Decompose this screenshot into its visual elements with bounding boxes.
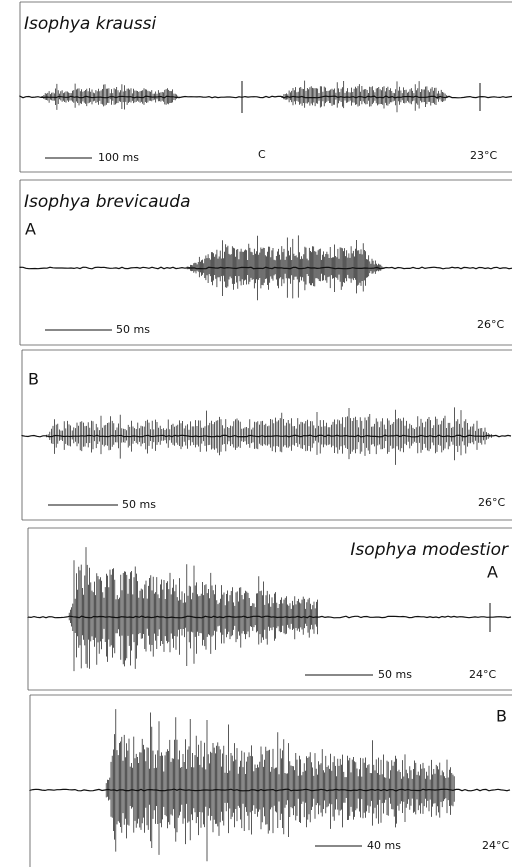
temperature: 26°C [477, 318, 504, 331]
waveform [29, 788, 511, 792]
panel-label: A [487, 563, 498, 582]
panel: B 50 ms 26°C [21, 349, 512, 521]
waveform [27, 615, 512, 619]
waveform [46, 407, 495, 465]
panel-label: A [25, 220, 36, 239]
panel-frame [29, 694, 512, 867]
scale-label: 100 ms [98, 151, 139, 164]
scale-label: 50 ms [116, 323, 150, 336]
waveform [68, 547, 318, 672]
panel-frame [19, 1, 512, 173]
panel-frame [19, 179, 512, 346]
mark: C [258, 148, 266, 161]
waveform [19, 95, 513, 99]
species-title: Isophya kraussi [24, 14, 156, 34]
temperature: 23°C [470, 149, 497, 162]
panel: B 40 ms 24°C [29, 694, 512, 867]
temperature: 24°C [469, 668, 496, 681]
species-title: Isophya modestior [350, 540, 509, 560]
panel-frame [27, 527, 512, 691]
panel: Isophya modestior A 50 ms 24°C [27, 527, 512, 691]
species-title: Isophya brevicauda [24, 192, 191, 212]
temperature: 24°C [482, 839, 509, 852]
waveform [280, 80, 450, 113]
waveform [40, 83, 180, 110]
scale-label: 50 ms [378, 668, 412, 681]
panel: Isophya brevicauda A 50 ms 26°C [19, 179, 512, 346]
waveform [105, 709, 455, 862]
panel: Isophya kraussi C 100 ms 23°C [19, 1, 512, 173]
waveform [185, 235, 385, 301]
scale-label: 40 ms [367, 839, 401, 852]
temperature: 26°C [478, 496, 505, 509]
oscillograms [19, 80, 513, 862]
waveform [19, 266, 513, 270]
scale-label: 50 ms [122, 498, 156, 511]
panel-label: B [28, 370, 39, 389]
waveform [21, 434, 512, 438]
panel-label: B [496, 707, 507, 726]
